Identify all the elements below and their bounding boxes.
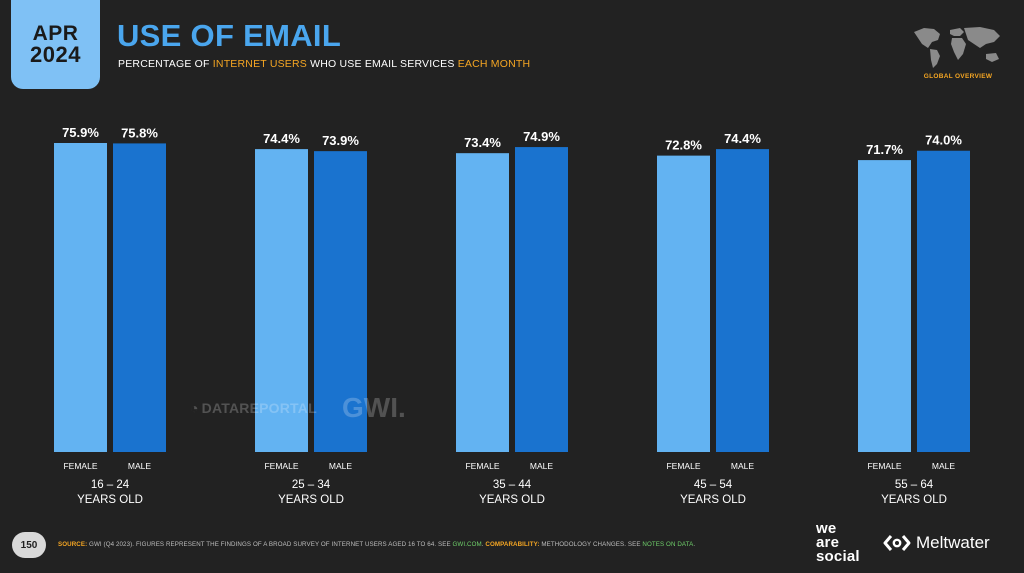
we-are-social-logo: we are social xyxy=(816,520,860,565)
age-unit-label: YEARS OLD xyxy=(278,494,344,506)
bar-value-label: 73.9% xyxy=(322,133,359,148)
series-label: MALE xyxy=(329,461,352,471)
series-label: FEMALE xyxy=(666,461,700,471)
world-map-icon xyxy=(914,27,1000,68)
age-unit-label: YEARS OLD xyxy=(479,494,545,506)
bar-female xyxy=(456,153,509,453)
datareportal-watermark-text: DATAREPORTAL xyxy=(201,400,317,416)
bar-value-label: 74.4% xyxy=(724,131,761,146)
date-badge: APR 2024 xyxy=(11,0,100,89)
global-overview-label: GLOBAL OVERVIEW xyxy=(923,73,993,80)
was-logo-line-1: we xyxy=(816,520,837,537)
bar-male xyxy=(113,143,166,453)
subtitle-highlight-1: INTERNET USERS xyxy=(212,58,308,70)
gwi-watermark: GWI. xyxy=(342,392,406,423)
meltwater-logo: Meltwater xyxy=(882,533,990,553)
age-unit-label: YEARS OLD xyxy=(881,494,947,506)
was-logo-line-2: are xyxy=(816,533,840,551)
page-number: 150 xyxy=(12,532,46,558)
footer-end: . xyxy=(693,541,696,548)
subtitle-part-2: WHO USE EMAIL SERVICES xyxy=(307,58,458,70)
comparability-text: METHODOLOGY CHANGES. SEE xyxy=(539,541,643,548)
page-subtitle: PERCENTAGE OF INTERNET USERS WHO USE EMA… xyxy=(118,58,530,70)
date-month: APR xyxy=(32,21,79,45)
gwi-link[interactable]: GWI.COM xyxy=(452,541,482,548)
meltwater-logo-text: Meltwater xyxy=(916,533,990,552)
was-logo-line-3: social xyxy=(816,547,860,565)
bar-female xyxy=(54,143,107,452)
series-label: MALE xyxy=(932,461,955,471)
bar-value-label: 72.8% xyxy=(665,138,702,153)
age-range-label: 16 – 24 xyxy=(91,479,130,491)
age-range-label: 45 – 54 xyxy=(694,479,733,491)
datareportal-watermark: ◔ DATAREPORTAL xyxy=(190,400,317,416)
bar-female xyxy=(858,160,911,452)
age-unit-label: YEARS OLD xyxy=(77,494,143,506)
series-label: MALE xyxy=(128,461,151,471)
source-end: . xyxy=(481,541,484,548)
bar-value-label: 73.4% xyxy=(464,135,501,150)
series-label: FEMALE xyxy=(465,461,499,471)
bar-value-label: 71.7% xyxy=(866,142,903,157)
page-title: USE OF EMAIL xyxy=(117,18,342,53)
bar-male xyxy=(515,147,568,452)
age-range-label: 55 – 64 xyxy=(895,479,934,491)
source-label: SOURCE: xyxy=(58,541,88,548)
series-label: FEMALE xyxy=(867,461,901,471)
bar-value-label: 74.9% xyxy=(523,129,560,144)
age-range-label: 35 – 44 xyxy=(493,479,532,491)
series-label: FEMALE xyxy=(264,461,298,471)
bar-male xyxy=(917,150,970,453)
comparability-label: COMPARABILITY: xyxy=(485,541,540,548)
series-label: MALE xyxy=(530,461,553,471)
bar-value-label: 74.0% xyxy=(925,133,962,148)
age-unit-label: YEARS OLD xyxy=(680,494,746,506)
notes-on-data-link[interactable]: NOTES ON DATA xyxy=(642,541,694,548)
series-label: MALE xyxy=(731,461,754,471)
footer-source: SOURCE: GWI (Q4 2023). FIGURES REPRESENT… xyxy=(58,541,798,548)
subtitle-highlight-2: EACH MONTH xyxy=(457,58,531,70)
bar-male xyxy=(716,149,769,452)
series-label: FEMALE xyxy=(63,461,97,471)
bar-male xyxy=(314,151,367,453)
subtitle-part-1: PERCENTAGE OF xyxy=(118,58,213,70)
date-year: 2024 xyxy=(30,41,81,67)
age-range-label: 25 – 34 xyxy=(292,479,331,491)
bar-female xyxy=(657,155,710,453)
bar-value-label: 75.9% xyxy=(62,125,99,140)
bar-female xyxy=(255,149,308,452)
source-text: GWI (Q4 2023). FIGURES REPRESENT THE FIN… xyxy=(87,541,453,548)
datareportal-logo-icon: ◔ xyxy=(190,400,199,416)
email-usage-chart: 75.9% FEMALE 75.8% MALE 16 – 24 YEARS OLD 74.4… xyxy=(54,125,970,506)
bar-value-label: 74.4% xyxy=(263,131,300,146)
meltwater-mark-icon xyxy=(883,535,911,551)
bar-value-label: 75.8% xyxy=(121,125,158,140)
